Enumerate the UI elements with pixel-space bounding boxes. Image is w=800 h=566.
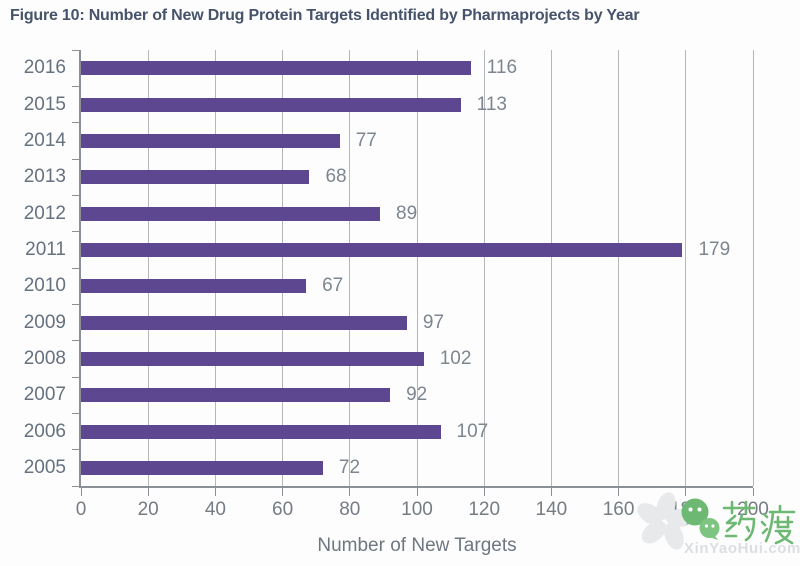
figure-title: Figure 10: Number of New Drug Protein Ta… xyxy=(10,7,640,24)
bar-2009 xyxy=(81,315,407,330)
x-axis-tick xyxy=(147,488,149,496)
gridline xyxy=(416,50,418,486)
bar-value-label: 97 xyxy=(422,311,445,333)
x-axis-tick xyxy=(416,488,418,496)
bar-value-label: 92 xyxy=(406,384,428,406)
brand-logo-glyphs xyxy=(722,500,796,545)
bar-2005 xyxy=(81,460,323,475)
bar-2015 xyxy=(81,97,461,112)
gridline xyxy=(752,50,754,486)
x-tick-label: 40 xyxy=(204,499,226,520)
watermark-url: XinYaoHui.com xyxy=(684,540,800,557)
gridline xyxy=(550,50,552,486)
y-axis-tick xyxy=(72,485,79,487)
watermark: 药渡 XinYaoHui.com xyxy=(630,488,800,566)
y-axis-tick xyxy=(72,303,79,305)
y-axis-tick xyxy=(72,412,79,414)
x-tick-label: 120 xyxy=(468,499,501,520)
x-axis-tick xyxy=(618,488,620,496)
x-tick-label: 20 xyxy=(137,499,159,520)
bar-2016 xyxy=(81,61,471,76)
y-axis-label: 2005 xyxy=(23,456,66,478)
bar-value-label: 179 xyxy=(698,238,731,260)
y-axis-label: 2010 xyxy=(23,275,66,297)
x-axis-tick xyxy=(282,488,284,496)
bar-2012 xyxy=(81,206,381,221)
bar-value-label: 77 xyxy=(355,129,377,151)
bar-2011 xyxy=(81,242,683,257)
wechat-icon xyxy=(681,498,720,540)
gridline xyxy=(685,50,687,486)
x-tick-label: 60 xyxy=(272,499,294,520)
y-axis-label: 2011 xyxy=(25,238,66,260)
x-tick-label: 140 xyxy=(535,499,568,520)
x-axis-tick xyxy=(752,488,754,496)
bar-value-label: 107 xyxy=(456,420,489,442)
gridline xyxy=(349,50,351,486)
bar-value-label: 68 xyxy=(325,166,347,188)
y-axis-tick xyxy=(72,449,79,451)
y-axis-label: 2006 xyxy=(23,420,66,442)
x-axis-tick xyxy=(349,488,351,496)
y-axis-tick xyxy=(72,231,79,233)
y-axis-label: 2009 xyxy=(23,311,66,333)
x-axis-line xyxy=(79,486,753,488)
x-tick-label: 160 xyxy=(602,499,635,520)
bar-value-label: 72 xyxy=(338,456,361,478)
y-axis-tick xyxy=(72,340,79,342)
x-axis-tick xyxy=(685,488,687,496)
bar-2013 xyxy=(81,170,310,185)
plot-area: Number of New Targets 0 20 40 60 80 100 120 140… xyxy=(24,49,769,556)
bar-2006 xyxy=(81,424,441,439)
bar-2007 xyxy=(81,388,391,403)
y-axis-label: 2013 xyxy=(23,166,66,188)
y-axis-tick xyxy=(72,194,79,196)
x-axis-title: Number of New Targets xyxy=(317,535,517,556)
y-axis-line xyxy=(79,50,81,488)
bar-value-label: 89 xyxy=(396,202,418,224)
y-axis-tick xyxy=(72,376,79,378)
gridline xyxy=(282,50,284,486)
bar-2008 xyxy=(81,351,424,366)
y-axis-label: 2012 xyxy=(23,202,66,224)
x-axis-tick xyxy=(483,488,485,496)
y-axis-label: 2007 xyxy=(23,384,66,406)
gridline xyxy=(147,50,149,486)
y-axis-tick xyxy=(72,122,79,124)
gridline xyxy=(483,50,485,486)
y-axis-tick xyxy=(72,49,79,51)
gridline xyxy=(214,50,216,486)
y-axis-label: 2008 xyxy=(23,347,66,369)
x-tick-label: 100 xyxy=(401,499,433,520)
bar-value-label: 113 xyxy=(476,93,507,115)
gridline xyxy=(618,50,620,486)
x-tick-label: 80 xyxy=(339,499,361,520)
x-axis-tick xyxy=(80,488,82,496)
bar-2010 xyxy=(81,279,307,294)
y-axis-label: 2014 xyxy=(23,129,66,151)
x-axis-tick xyxy=(550,488,552,496)
x-axis-tick xyxy=(214,488,216,496)
y-axis-label: 2016 xyxy=(23,57,66,79)
bar-value-label: 102 xyxy=(439,347,472,369)
y-axis-tick xyxy=(72,267,79,269)
bar-value-label: 67 xyxy=(322,275,344,297)
y-axis-tick xyxy=(72,158,79,160)
y-axis-label: 2015 xyxy=(23,93,66,115)
bar-2014 xyxy=(81,133,340,148)
bar-value-label: 116 xyxy=(486,57,518,79)
y-axis-tick xyxy=(72,85,79,87)
x-tick-label: 0 xyxy=(75,499,87,520)
